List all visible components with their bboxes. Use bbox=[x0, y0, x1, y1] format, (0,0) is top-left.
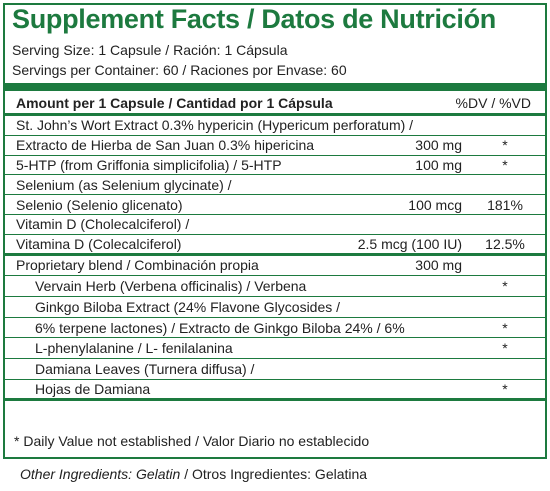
other-ingredients: Other Ingredients: Gelatin / Otros Ingre… bbox=[20, 466, 367, 482]
dv-header: %DV / %VD bbox=[455, 94, 531, 111]
amount: 100 mcg bbox=[408, 196, 462, 213]
table-row: 6% terpene lactones) / Extracto de Ginkg… bbox=[5, 318, 545, 339]
serving-size: Serving Size: 1 Capsule / Ración: 1 Cáps… bbox=[12, 42, 288, 58]
amount: 100 mg bbox=[415, 156, 462, 173]
table-row: 5-HTP (from Griffonia simplicifolia) / 5… bbox=[5, 156, 545, 176]
label-border bbox=[3, 3, 547, 459]
table-row: Ginkgo Biloba Extract (24% Flavone Glyco… bbox=[5, 297, 545, 318]
amount-header: Amount per 1 Capsule / Cantidad por 1 Cá… bbox=[16, 94, 333, 111]
other-ingredients-english: Other Ingredients: Gelatin bbox=[20, 466, 181, 482]
amount: 300 mg bbox=[415, 257, 462, 274]
table-row: Hojas de Damiana * bbox=[5, 380, 545, 402]
footnote: * Daily Value not established / Valor Di… bbox=[14, 433, 370, 449]
other-ingredients-spanish: / Otros Ingredientes: Gelatina bbox=[184, 466, 368, 482]
table-row: Vervain Herb (Verbena officinalis) / Ver… bbox=[5, 276, 545, 297]
nutrient-name: Damiana Leaves (Turnera diffusa) / bbox=[35, 360, 255, 377]
table-row: Vitamina D (Colecalciferol) 2.5 mcg (100 … bbox=[5, 235, 545, 256]
nutrient-name: Extracto de Hierba de San Juan 0.3% hipe… bbox=[16, 137, 315, 154]
nutrient-name: Selenium (as Selenium glycinate) / bbox=[16, 176, 232, 193]
nutrient-name: Selenio (Selenio glicenato) bbox=[16, 196, 183, 213]
amount: 2.5 mcg (100 IU) bbox=[357, 235, 462, 252]
table-row: St. John’s Wort Extract 0.3% hypericin (… bbox=[5, 116, 545, 136]
table-row: Extracto de Hierba de San Juan 0.3% hipe… bbox=[5, 136, 545, 156]
nutrient-name: L-phenylalanine / L- fenilalanina bbox=[35, 340, 233, 357]
nutrient-name: Vervain Herb (Verbena officinalis) / Ver… bbox=[35, 278, 307, 295]
amount: 300 mg bbox=[415, 137, 462, 154]
servings-per-container: Servings per Container: 60 / Raciones po… bbox=[12, 62, 347, 78]
table-row: Damiana Leaves (Turnera diffusa) / bbox=[5, 359, 545, 380]
nutrient-name: St. John’s Wort Extract 0.3% hypericin (… bbox=[16, 117, 414, 134]
nutrient-name: 6% terpene lactones) / Extracto de Ginkg… bbox=[35, 319, 405, 336]
nutrient-name: Proprietary blend / Combinación propia bbox=[16, 257, 259, 274]
header-row: Amount per 1 Capsule / Cantidad por 1 Cá… bbox=[5, 92, 545, 116]
table-row: Selenium (as Selenium glycinate) / bbox=[5, 175, 545, 196]
nutrient-name: Hojas de Damiana bbox=[35, 381, 151, 398]
nutrient-name: Vitamina D (Colecalciferol) bbox=[16, 235, 182, 252]
thick-rule bbox=[5, 83, 545, 91]
title: Supplement Facts / Datos de Nutrición bbox=[12, 4, 496, 34]
table-row: Vitamin D (Cholecalciferol) / bbox=[5, 215, 545, 235]
table-row: Proprietary blend / Combinación propia 30… bbox=[5, 256, 545, 277]
nutrient-name: Vitamin D (Cholecalciferol) / bbox=[16, 216, 190, 233]
nutrient-name: 5-HTP (from Griffonia simplicifolia) / 5… bbox=[16, 156, 282, 173]
nutrient-name: Ginkgo Biloba Extract (24% Flavone Glyco… bbox=[35, 298, 341, 315]
table-row: Selenio (Selenio glicenato) 100 mcg 181% bbox=[5, 195, 545, 215]
table-row: L-phenylalanine / L- fenilalanina * bbox=[5, 338, 545, 360]
